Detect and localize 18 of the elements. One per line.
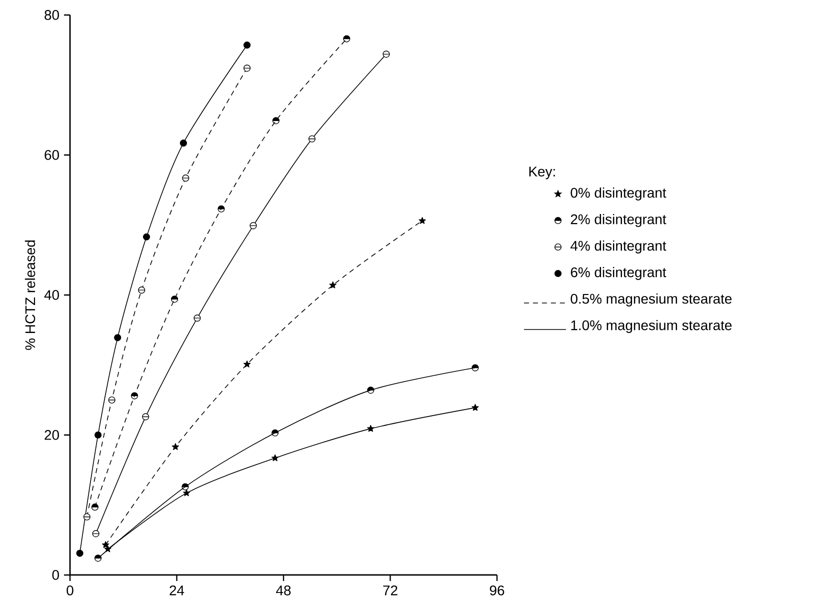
y-tick-label: 20: [44, 430, 59, 440]
x-tick-label: 48: [276, 585, 291, 596]
y-tick-label: 0: [52, 570, 59, 580]
y-axis-title: % HCTZ released: [24, 240, 36, 350]
x-tick-label: 24: [170, 585, 184, 596]
y-tick-label: 60: [44, 150, 59, 160]
text: 0.5% magnesium stearate: [570, 293, 732, 306]
x-tick-label: 72: [383, 585, 398, 596]
text: 6% disintegrant: [570, 266, 666, 280]
legend-title: Key:: [529, 166, 555, 180]
text: 0% disintegrant: [570, 187, 666, 200]
x-tick-label: 0: [66, 585, 74, 596]
text: 1.0% magnesium stearate: [571, 320, 732, 333]
y-tick-label: 40: [44, 290, 59, 300]
x-tick-label: 96: [490, 585, 504, 596]
y-tick-label: 80: [44, 10, 59, 20]
text: 2% disintegrant: [570, 214, 666, 227]
text: 4% disintegrant: [570, 240, 666, 254]
